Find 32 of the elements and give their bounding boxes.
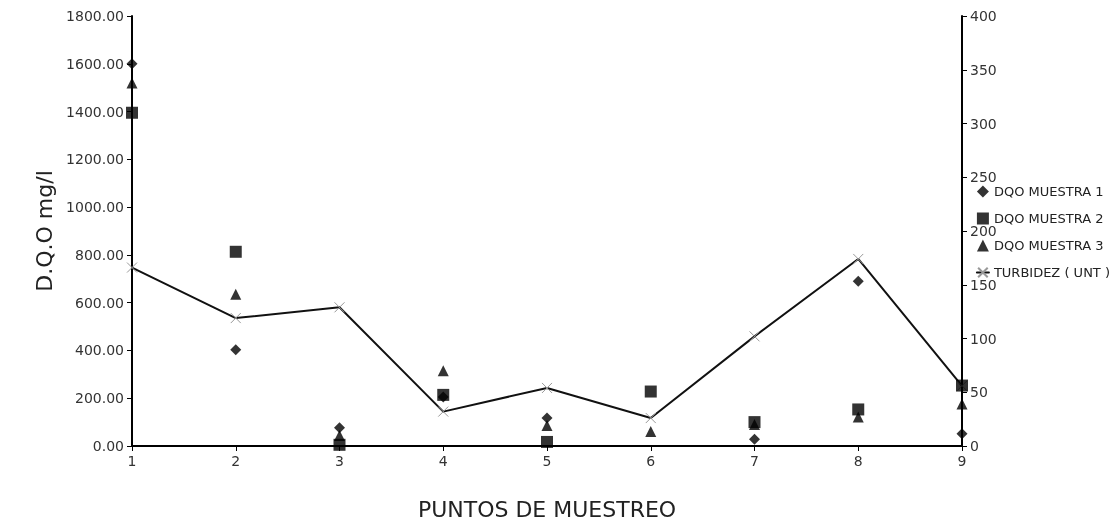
y-tick-label: 1000.00: [66, 199, 124, 216]
y-tick-label: 800.00: [75, 246, 124, 263]
x-tick-label: 3: [335, 453, 344, 469]
y-axis-title: D.Q.O mg/l: [31, 170, 57, 292]
x-axis-title: PUNTOS DE MUESTREO: [417, 496, 677, 522]
y-tick-label: 1800.00: [66, 8, 124, 24]
x-tick-label: 4: [438, 453, 448, 469]
y2-tick-label: 400: [970, 8, 997, 24]
y-tick-label: 600.00: [75, 294, 124, 311]
x-tick-label: 6: [646, 453, 656, 469]
legend-label: DQO MUESTRA 1: [993, 184, 1104, 199]
x-tick-label: 2: [231, 453, 241, 469]
y2-tick-label: 0: [970, 438, 979, 454]
y2-tick-label: 50: [970, 384, 988, 401]
y2-tick-label: 200: [970, 223, 997, 239]
y2-tick-label: 350: [970, 61, 997, 78]
legend-label: DQO MUESTRA 3: [993, 238, 1104, 253]
x-tick-label: 5: [542, 453, 552, 469]
y-tick-label: 1400.00: [66, 103, 124, 120]
y2-tick-label: 250: [970, 169, 997, 186]
y-tick-label: 1600.00: [66, 55, 124, 72]
x-tick-label: 8: [853, 453, 863, 469]
x-tick-label: 7: [750, 453, 759, 469]
y2-tick-label: 100: [970, 330, 997, 347]
y-tick-label: 1200.00: [66, 151, 124, 168]
x-tick-label: 9: [957, 453, 967, 469]
y-tick-label: 200.00: [75, 390, 124, 407]
y2-tick-label: 300: [970, 115, 997, 132]
y-tick-label: 0.00: [92, 438, 124, 454]
y-tick-label: 400.00: [75, 342, 124, 359]
legend-label: DQO MUESTRA 2: [993, 211, 1104, 226]
x-tick-label: 1: [127, 453, 137, 469]
